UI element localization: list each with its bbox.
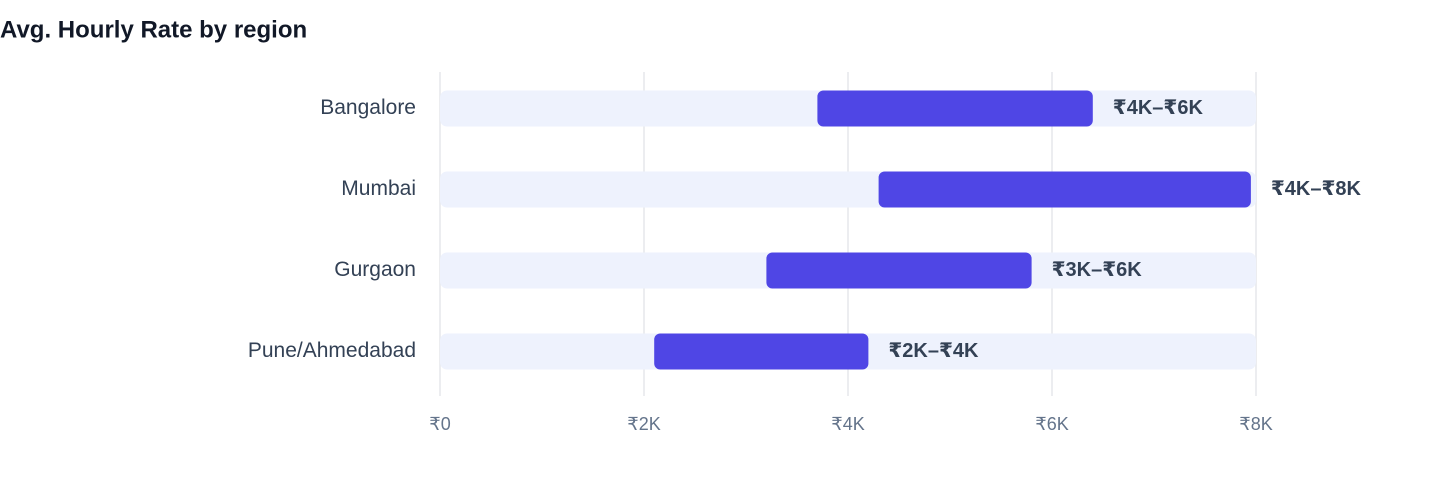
bar [654, 333, 869, 370]
bar [817, 90, 1093, 127]
chart-title: Avg. Hourly Rate by region [0, 16, 307, 43]
value-label: ₹3K–₹6K [1052, 259, 1143, 281]
y-tick-label: Mumbai [341, 177, 416, 200]
x-tick-label: ₹6K [1035, 414, 1068, 434]
value-label: ₹4K–₹8K [1271, 178, 1362, 200]
x-tick-label: ₹4K [831, 414, 864, 434]
bar [766, 252, 1032, 289]
value-label: ₹2K–₹4K [888, 340, 979, 362]
x-tick-label: ₹2K [627, 414, 660, 434]
value-label: ₹4K–₹6K [1113, 97, 1204, 119]
x-tick-label: ₹8K [1239, 414, 1272, 434]
y-tick-label: Bangalore [320, 96, 416, 119]
bar [878, 171, 1251, 208]
x-tick-label: ₹0 [429, 414, 450, 434]
y-tick-label: Pune/Ahmedabad [248, 339, 416, 362]
y-tick-label: Gurgaon [334, 258, 416, 281]
